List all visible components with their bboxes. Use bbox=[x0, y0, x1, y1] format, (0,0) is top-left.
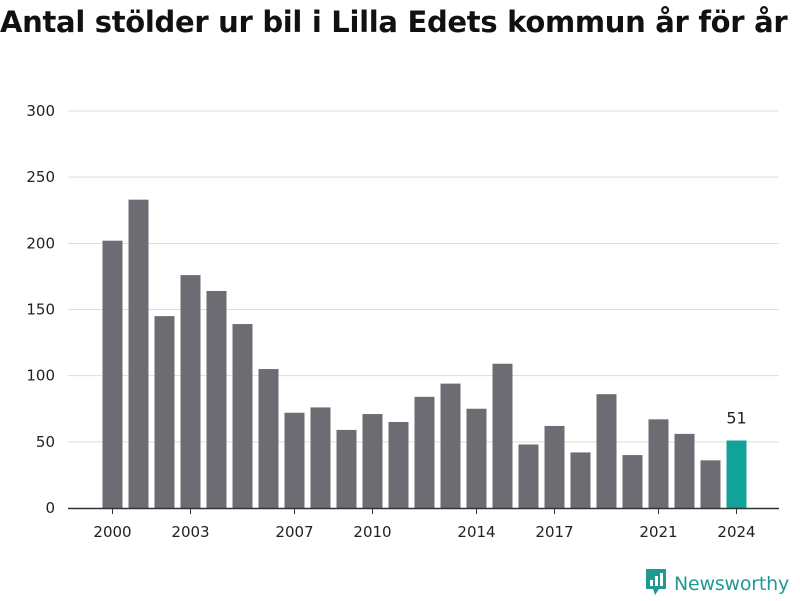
y-tick-label: 0 bbox=[45, 499, 55, 517]
x-tick-label: 2017 bbox=[535, 523, 573, 541]
bar-2010 bbox=[362, 414, 383, 508]
y-tick-label: 100 bbox=[26, 367, 55, 385]
bar-2021 bbox=[648, 419, 669, 508]
bar-2020 bbox=[622, 455, 643, 508]
newsworthy-logo: Newsworthy bbox=[644, 569, 789, 599]
x-tick-label: 2021 bbox=[639, 523, 677, 541]
bar-2002 bbox=[154, 316, 175, 508]
x-tick-label: 2010 bbox=[353, 523, 391, 541]
chart-title: Antal stölder ur bil i Lilla Edets kommu… bbox=[0, 5, 788, 39]
bar-2023 bbox=[700, 460, 721, 508]
data-label-2024: 51 bbox=[726, 409, 746, 428]
bar-2008 bbox=[310, 407, 331, 508]
y-tick-label: 50 bbox=[36, 433, 55, 451]
y-tick-label: 250 bbox=[26, 168, 55, 186]
x-tick-label: 2024 bbox=[717, 523, 755, 541]
x-tick-label: 2000 bbox=[93, 523, 131, 541]
bar-2024 bbox=[726, 440, 747, 508]
bar-2004 bbox=[206, 290, 227, 508]
bar-2000 bbox=[102, 240, 123, 509]
bar-2014 bbox=[466, 408, 487, 508]
bar-2006 bbox=[258, 369, 279, 508]
bar-2011 bbox=[388, 421, 409, 508]
x-tick-label: 2014 bbox=[457, 523, 495, 541]
bar-2016 bbox=[518, 444, 539, 508]
x-tick-label: 2003 bbox=[171, 523, 209, 541]
bar-2003 bbox=[180, 275, 201, 508]
bar-2012 bbox=[414, 396, 435, 508]
brand-name: Newsworthy bbox=[674, 573, 790, 595]
bar-2015 bbox=[492, 363, 513, 508]
bar-2018 bbox=[570, 452, 591, 508]
bar-2001 bbox=[128, 199, 149, 508]
bar-2009 bbox=[336, 429, 357, 508]
y-tick-label: 150 bbox=[26, 301, 55, 319]
y-tick-label: 300 bbox=[26, 102, 55, 120]
bar-2005 bbox=[232, 324, 253, 508]
bar-2017 bbox=[544, 425, 565, 508]
bar-2013 bbox=[440, 383, 461, 508]
newsworthy-chart-icon bbox=[644, 567, 668, 601]
bar-2019 bbox=[596, 394, 617, 508]
bar-2022 bbox=[674, 433, 695, 508]
x-tick-label: 2007 bbox=[275, 523, 313, 541]
y-tick-label: 200 bbox=[26, 234, 55, 252]
bar-2007 bbox=[284, 412, 305, 508]
